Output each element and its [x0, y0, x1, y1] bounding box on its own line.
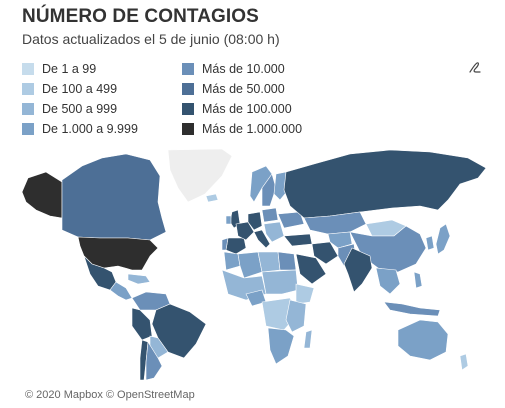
algeria[interactable]	[237, 251, 263, 279]
map-subtitle: Datos actualizados el 5 de junio (08:00 …	[22, 31, 280, 47]
legend-swatch	[22, 83, 34, 95]
legend-swatch	[182, 123, 194, 135]
legend-swatch	[22, 123, 34, 135]
philippines[interactable]	[413, 271, 423, 289]
legend-label: De 1.000 a 9.999	[42, 122, 138, 136]
ukraine[interactable]	[277, 211, 305, 229]
legend-swatch	[182, 103, 194, 115]
india[interactable]	[343, 247, 373, 293]
indonesia[interactable]	[383, 301, 441, 317]
portugal[interactable]	[221, 237, 229, 251]
horn-of-africa[interactable]	[295, 283, 315, 305]
brazil[interactable]	[151, 303, 207, 359]
canada[interactable]	[61, 153, 167, 241]
iran[interactable]	[311, 241, 339, 265]
pen-icon[interactable]	[467, 60, 483, 76]
legend-item: De 500 a 999	[22, 102, 117, 116]
korea[interactable]	[425, 235, 435, 251]
france[interactable]	[235, 221, 255, 241]
madagascar[interactable]	[303, 329, 313, 349]
turkey[interactable]	[283, 233, 313, 247]
greenland[interactable]	[167, 148, 233, 203]
legend-label: Más de 50.000	[202, 82, 285, 96]
caribbean[interactable]	[127, 273, 151, 285]
legend-item: Más de 1.000.000	[182, 122, 302, 136]
kazakhstan[interactable]	[303, 211, 367, 235]
spain[interactable]	[225, 237, 247, 255]
libya[interactable]	[257, 251, 281, 273]
egypt[interactable]	[277, 251, 297, 271]
poland[interactable]	[261, 207, 279, 223]
legend-label: Más de 10.000	[202, 62, 285, 76]
sudan-chad[interactable]	[261, 269, 299, 295]
legend-item: Más de 10.000	[182, 62, 285, 76]
legend-item: Más de 50.000	[182, 82, 285, 96]
legend-swatch	[182, 83, 194, 95]
legend-swatch	[182, 63, 194, 75]
iceland[interactable]	[205, 193, 219, 203]
legend-label: De 500 a 999	[42, 102, 118, 116]
legend-label: Más de 100.000	[202, 102, 292, 116]
legend-label: Más de 1.000.000	[202, 122, 303, 136]
legend-item: Más de 100.000	[182, 102, 292, 116]
argentina[interactable]	[145, 341, 163, 381]
legend-item: De 1.000 a 9.999	[22, 122, 138, 136]
alaska[interactable]	[21, 171, 63, 219]
legend-swatch	[22, 63, 34, 75]
sweden[interactable]	[261, 173, 277, 207]
southern-africa[interactable]	[267, 327, 295, 365]
world-map[interactable]	[0, 144, 505, 384]
legend: De 1 a 99 De 100 a 499 De 500 a 999 De 1…	[22, 62, 342, 142]
map-title: NÚMERO DE CONTAGIOS	[22, 6, 259, 27]
japan[interactable]	[435, 223, 451, 255]
legend-item: De 100 a 499	[22, 82, 117, 96]
new-zealand[interactable]	[459, 353, 469, 371]
italy[interactable]	[253, 229, 271, 249]
australia[interactable]	[397, 319, 449, 361]
legend-label: De 1 a 99	[42, 62, 97, 76]
map-attribution: © 2020 Mapbox © OpenStreetMap	[25, 389, 195, 401]
germany[interactable]	[247, 211, 263, 231]
peru[interactable]	[131, 307, 153, 341]
southeast-asia[interactable]	[375, 267, 401, 295]
saudi-arabia[interactable]	[295, 253, 327, 285]
legend-item: De 1 a 99	[22, 62, 96, 76]
legend-label: De 100 a 499	[42, 82, 118, 96]
morocco[interactable]	[223, 251, 241, 271]
ireland[interactable]	[225, 215, 232, 225]
east-africa[interactable]	[285, 299, 307, 333]
balkans[interactable]	[263, 221, 285, 243]
legend-swatch	[22, 103, 34, 115]
russia[interactable]	[283, 149, 487, 219]
